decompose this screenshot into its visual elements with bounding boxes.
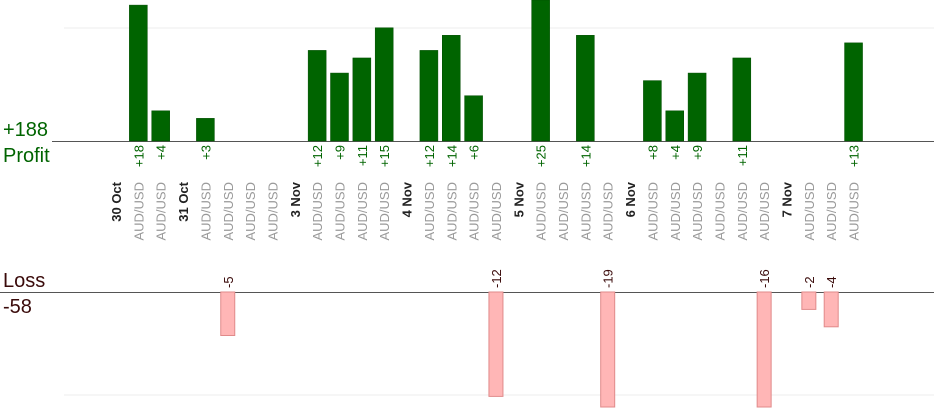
profit-label: Profit — [3, 145, 50, 167]
pair-label: AUD/USD — [645, 182, 660, 241]
profit-value-label: +25 — [534, 145, 549, 167]
loss-label: Loss — [3, 270, 46, 292]
pair-label: AUD/USD — [578, 182, 593, 241]
pair-label: AUD/USD — [355, 182, 370, 241]
pair-label: AUD/USD — [824, 182, 839, 241]
date-label: 4 Nov — [400, 181, 415, 217]
profit-value-label: +9 — [690, 145, 705, 160]
profit-bar — [643, 80, 662, 142]
pair-label: AUD/USD — [444, 182, 459, 241]
profit-value-label: +4 — [668, 145, 683, 160]
profit-value-label: +18 — [131, 145, 146, 167]
pair-label: AUD/USD — [690, 182, 705, 241]
date-label: 3 Nov — [288, 181, 303, 217]
loss-bar — [801, 291, 817, 310]
profit-value-label: +14 — [578, 145, 593, 167]
loss-bar — [488, 291, 504, 397]
profit-bar — [374, 27, 394, 142]
profit-value-label: +4 — [154, 145, 169, 160]
pair-label: AUD/USD — [601, 182, 616, 241]
profit-value-label: +3 — [198, 145, 213, 160]
profit-bar — [732, 57, 752, 142]
profit-bar — [665, 110, 684, 142]
pair-label: AUD/USD — [422, 182, 437, 241]
loss-value-label: -16 — [757, 269, 772, 288]
profit-bar — [531, 0, 550, 142]
date-label: 6 Nov — [623, 181, 638, 217]
date-label: 30 Oct — [109, 181, 124, 221]
profit-value-label: +15 — [377, 145, 392, 167]
profit-bar — [419, 50, 439, 142]
profit-bar — [196, 118, 215, 142]
profit-bar — [844, 42, 863, 142]
profit-value-label: +11 — [355, 145, 370, 166]
date-label: 7 Nov — [780, 181, 795, 217]
loss-value-label: -2 — [802, 276, 817, 288]
pair-label: AUD/USD — [712, 182, 727, 241]
loss-value-label: -19 — [601, 269, 616, 288]
pair-label: AUD/USD — [556, 182, 571, 241]
profit-bar — [576, 35, 595, 142]
pair-label: AUD/USD — [668, 182, 683, 241]
profit-bar — [151, 110, 170, 142]
pair-label: AUD/USD — [265, 182, 280, 241]
loss-bar — [600, 291, 616, 408]
profit-value-label: +8 — [645, 145, 660, 160]
profit-value-label: +13 — [847, 145, 862, 167]
profit-total: +188 — [3, 119, 49, 141]
profit-value-label: +14 — [444, 145, 459, 167]
pair-label: AUD/USD — [154, 182, 169, 241]
pair-label: AUD/USD — [489, 182, 504, 241]
pair-label: AUD/USD — [333, 182, 348, 241]
pair-label: AUD/USD — [243, 182, 258, 241]
pair-label: AUD/USD — [467, 182, 482, 241]
loss-bar — [823, 291, 839, 328]
profit-bar — [464, 95, 483, 142]
pair-label: AUD/USD — [377, 182, 392, 241]
profit-bar — [330, 72, 349, 142]
loss-value-label: -5 — [221, 276, 236, 288]
profit-bar — [352, 57, 372, 142]
profit-value-label: +12 — [310, 145, 325, 167]
profit-value-label: +11 — [735, 145, 750, 166]
pair-label: AUD/USD — [221, 182, 236, 241]
loss-value-label: -12 — [489, 269, 504, 288]
pair-label: AUD/USD — [198, 182, 213, 241]
pair-label: AUD/USD — [735, 182, 750, 241]
date-label: 5 Nov — [511, 181, 526, 217]
loss-bar — [756, 291, 772, 408]
profit-bar — [307, 50, 327, 142]
profit-bar — [442, 35, 461, 142]
profit-value-label: +12 — [422, 145, 437, 167]
pair-label: AUD/USD — [131, 182, 146, 241]
pair-label: AUD/USD — [847, 182, 862, 241]
profit-bar — [687, 72, 707, 142]
loss-value-label: -4 — [824, 276, 839, 288]
profit-value-label: +6 — [467, 145, 482, 160]
pair-label: AUD/USD — [310, 182, 325, 241]
date-label: 31 Oct — [176, 181, 191, 221]
profit-value-label: +9 — [333, 145, 348, 160]
loss-total: -58 — [3, 296, 32, 318]
pair-label: AUD/USD — [534, 182, 549, 241]
pair-label: AUD/USD — [757, 182, 772, 241]
loss-bar — [220, 291, 236, 336]
pair-label: AUD/USD — [802, 182, 817, 241]
profit-bar — [129, 4, 148, 142]
